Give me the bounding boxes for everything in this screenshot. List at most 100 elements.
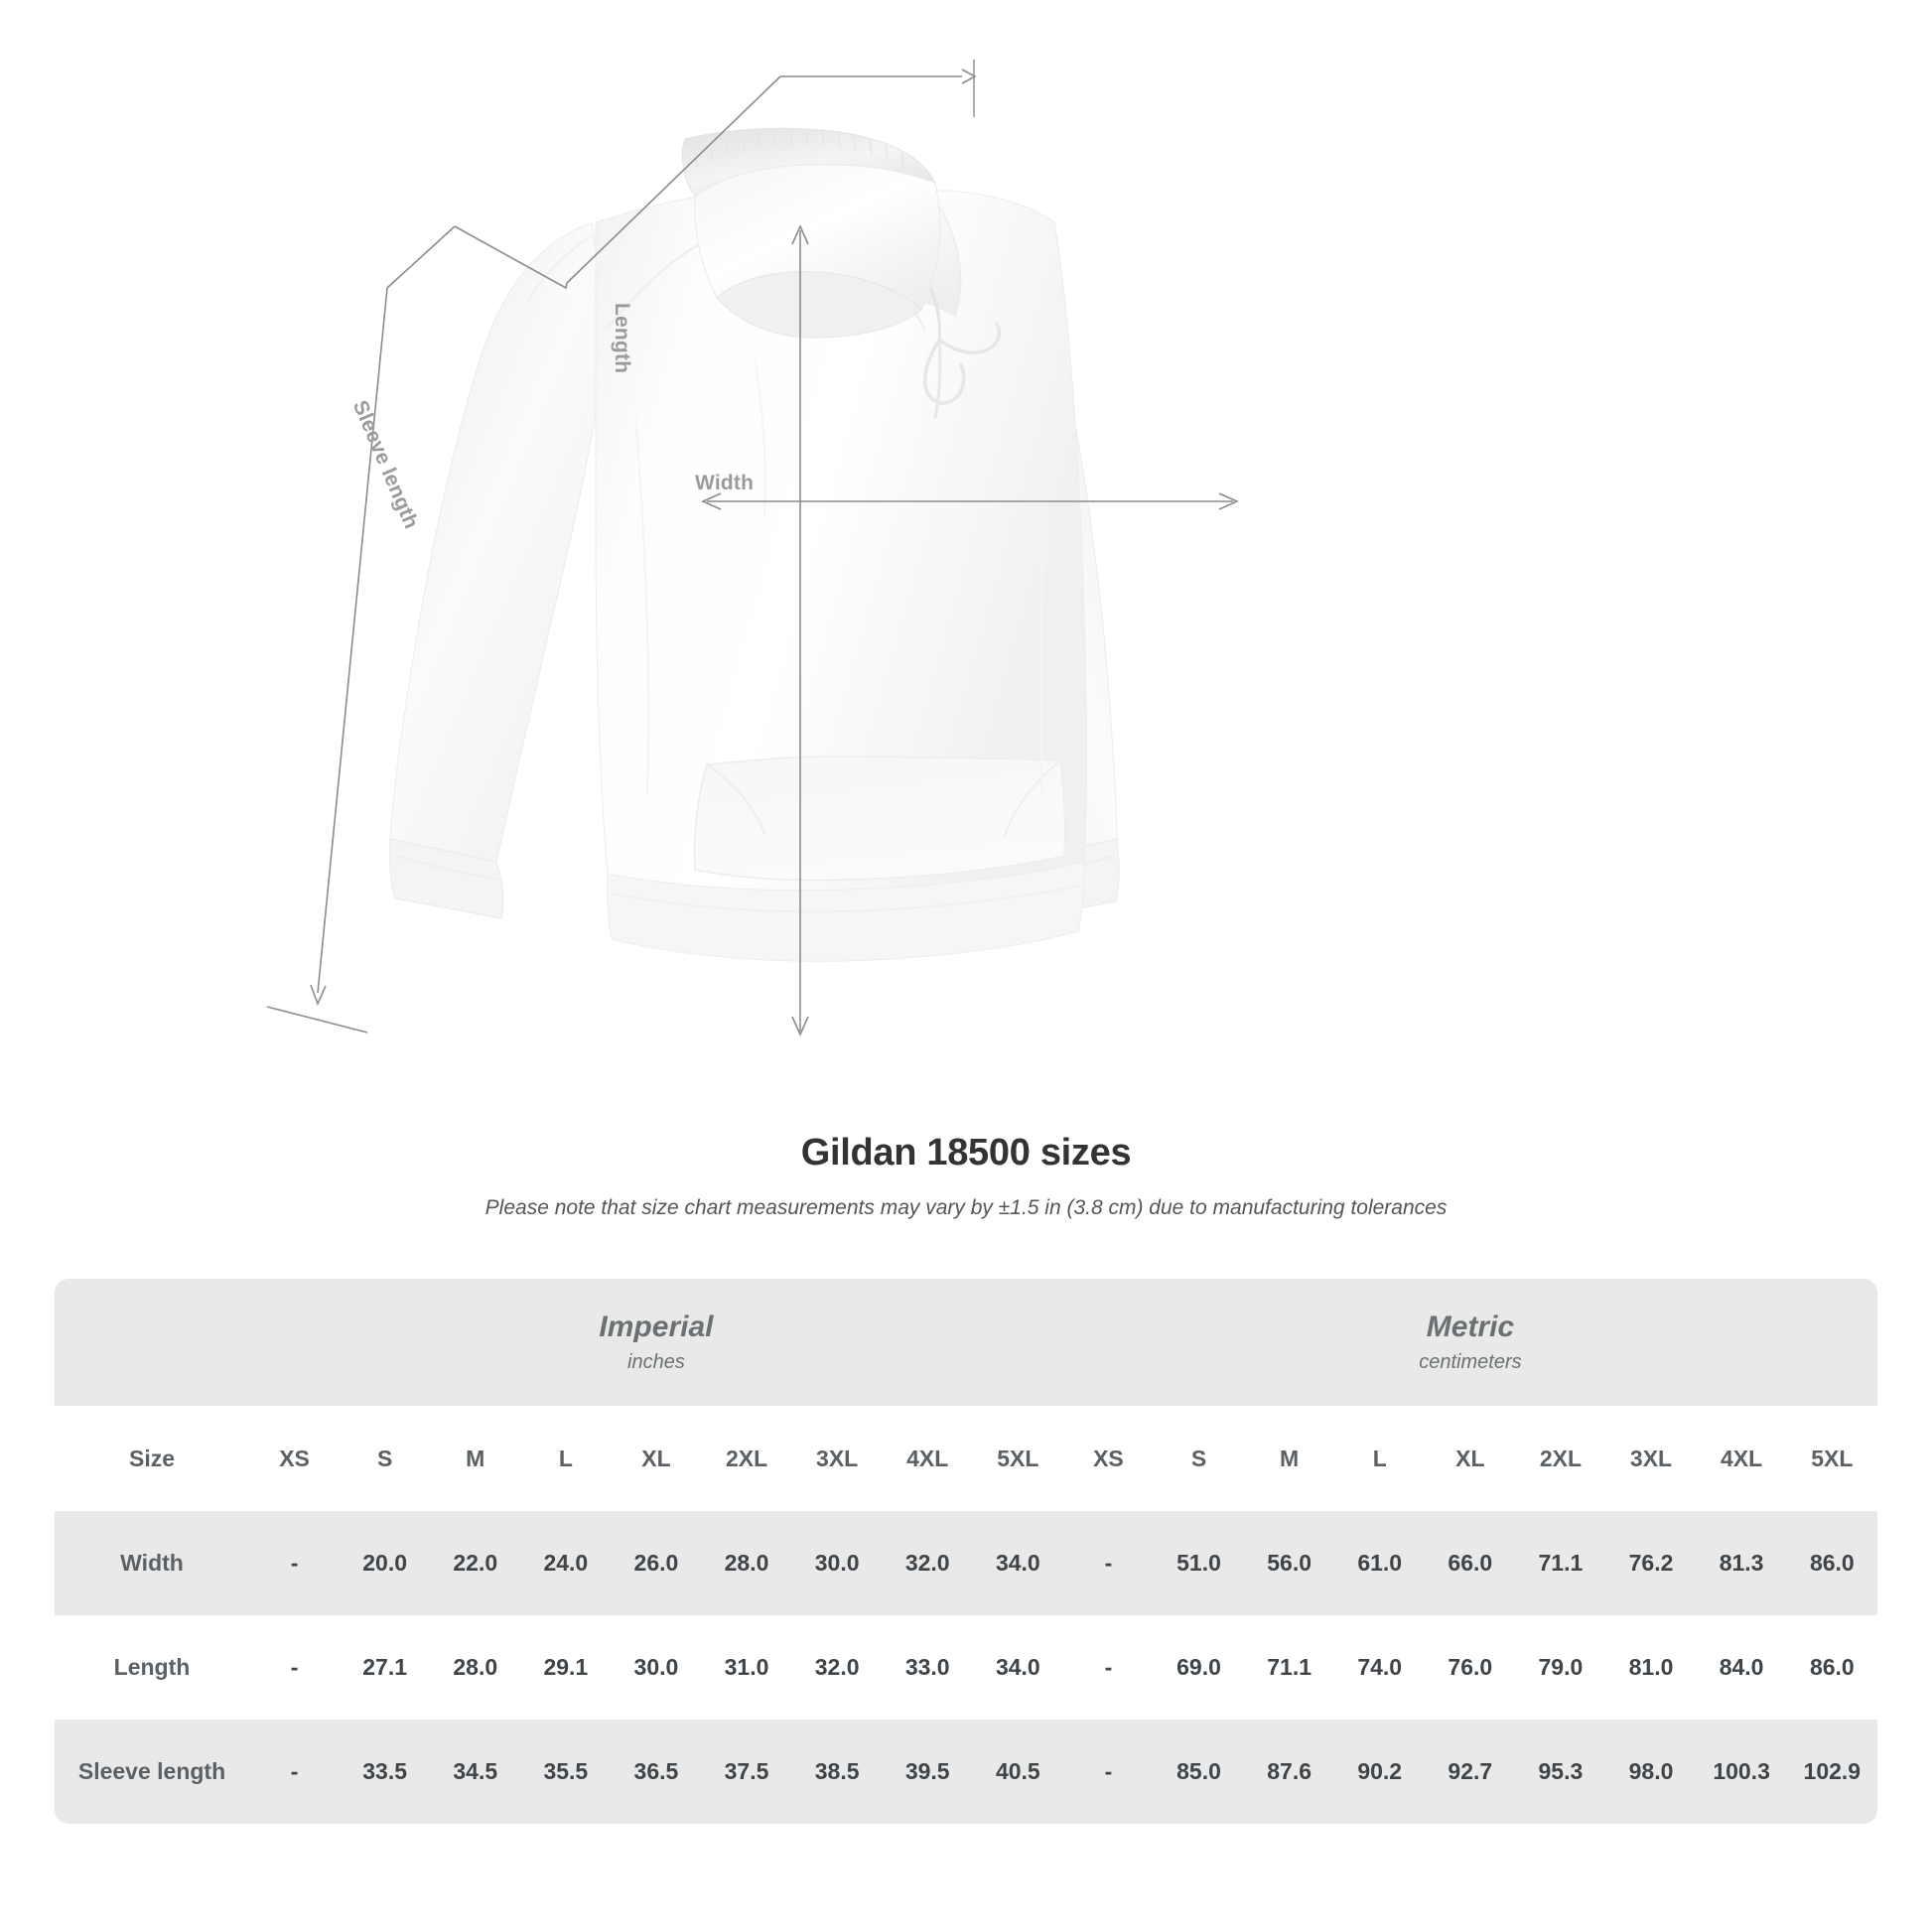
cell-length-imperial-xs: - <box>249 1615 341 1720</box>
cell-length-metric-l: 74.0 <box>1334 1615 1426 1720</box>
cell-width-imperial-5xl: 34.0 <box>972 1511 1063 1615</box>
header-metric-l: L <box>1334 1406 1426 1511</box>
width-label: Width <box>695 472 755 494</box>
header-imperial-m: M <box>430 1406 521 1511</box>
cell-sleeve-metric-3xl: 98.0 <box>1605 1720 1697 1824</box>
cell-width-metric-s: 51.0 <box>1153 1511 1245 1615</box>
cell-sleeve-imperial-m: 34.5 <box>430 1720 521 1824</box>
cell-length-metric-2xl: 79.0 <box>1515 1615 1606 1720</box>
cell-width-metric-xl: 66.0 <box>1425 1511 1516 1615</box>
length-dimension <box>791 224 809 1036</box>
cell-sleeve-imperial-s: 33.5 <box>340 1720 431 1824</box>
header-imperial-3xl: 3XL <box>791 1406 883 1511</box>
measurement-lines <box>266 60 1239 1036</box>
cell-sleeve-imperial-5xl: 40.5 <box>972 1720 1063 1824</box>
cell-sleeve-metric-xl: 92.7 <box>1425 1720 1516 1824</box>
cell-width-imperial-4xl: 32.0 <box>882 1511 973 1615</box>
cell-sleeve-metric-xs: - <box>1062 1720 1154 1824</box>
cell-length-imperial-5xl: 34.0 <box>972 1615 1063 1720</box>
cell-width-metric-3xl: 76.2 <box>1605 1511 1697 1615</box>
cell-width-imperial-m: 22.0 <box>430 1511 521 1615</box>
cell-length-metric-4xl: 84.0 <box>1696 1615 1787 1720</box>
cell-width-imperial-l: 24.0 <box>520 1511 612 1615</box>
cell-length-imperial-l: 29.1 <box>520 1615 612 1720</box>
unit-sub-imperial: inches <box>627 1350 685 1373</box>
width-dimension <box>701 492 1239 510</box>
cell-width-imperial-xl: 26.0 <box>611 1511 702 1615</box>
cell-length-imperial-4xl: 33.0 <box>882 1615 973 1720</box>
cell-sleeve-imperial-4xl: 39.5 <box>882 1720 973 1824</box>
cell-width-metric-m: 56.0 <box>1244 1511 1335 1615</box>
header-imperial-2xl: 2XL <box>701 1406 792 1511</box>
unit-name-imperial: Imperial <box>599 1311 714 1344</box>
cell-width-imperial-s: 20.0 <box>340 1511 431 1615</box>
header-metric-4xl: 4XL <box>1696 1406 1787 1511</box>
cell-length-metric-3xl: 81.0 <box>1605 1615 1697 1720</box>
row-label-sleeve-length: Sleeve length <box>55 1720 250 1824</box>
header-imperial-5xl: 5XL <box>972 1406 1063 1511</box>
cell-length-imperial-2xl: 31.0 <box>701 1615 792 1720</box>
header-imperial-s: S <box>340 1406 431 1511</box>
header-metric-2xl: 2XL <box>1515 1406 1606 1511</box>
header-metric-m: M <box>1244 1406 1335 1511</box>
cell-width-imperial-3xl: 30.0 <box>791 1511 883 1615</box>
cell-sleeve-metric-l: 90.2 <box>1334 1720 1426 1824</box>
header-imperial-4xl: 4XL <box>882 1406 973 1511</box>
title-block: Gildan 18500 sizes Please note that size… <box>0 1132 1932 1220</box>
cell-width-metric-5xl: 86.0 <box>1786 1511 1877 1615</box>
row-label-width: Width <box>55 1511 250 1615</box>
table-row: Length - 27.1 28.0 29.1 30.0 31.0 32.0 3… <box>55 1615 1877 1720</box>
table-row: Width - 20.0 22.0 24.0 26.0 28.0 30.0 32… <box>55 1511 1877 1615</box>
unit-cell-imperial: Imperial inches <box>249 1279 1063 1406</box>
cell-length-imperial-3xl: 32.0 <box>791 1615 883 1720</box>
table-row: Sleeve length - 33.5 34.5 35.5 36.5 37.5… <box>55 1720 1877 1824</box>
header-imperial-l: L <box>520 1406 612 1511</box>
unit-header-row: Imperial inches Metric centimeters <box>55 1279 1877 1406</box>
cell-sleeve-metric-m: 87.6 <box>1244 1720 1335 1824</box>
cell-sleeve-imperial-3xl: 38.5 <box>791 1720 883 1824</box>
unit-cell-metric: Metric centimeters <box>1062 1279 1877 1406</box>
cell-sleeve-metric-s: 85.0 <box>1153 1720 1245 1824</box>
header-metric-s: S <box>1153 1406 1245 1511</box>
cell-width-metric-2xl: 71.1 <box>1515 1511 1606 1615</box>
size-header-row: Size XS S M L XL 2XL 3XL 4XL 5XL XS S M … <box>55 1406 1877 1511</box>
cell-width-imperial-2xl: 28.0 <box>701 1511 792 1615</box>
cell-sleeve-metric-2xl: 95.3 <box>1515 1720 1606 1824</box>
cell-length-metric-m: 71.1 <box>1244 1615 1335 1720</box>
hoodie-garment <box>389 127 1120 962</box>
cell-sleeve-metric-5xl: 102.9 <box>1786 1720 1877 1824</box>
cell-sleeve-imperial-xl: 36.5 <box>611 1720 702 1824</box>
cell-length-metric-s: 69.0 <box>1153 1615 1245 1720</box>
unit-name-metric: Metric <box>1426 1311 1515 1344</box>
header-imperial-xl: XL <box>611 1406 702 1511</box>
unit-sub-metric: centimeters <box>1419 1350 1522 1373</box>
cell-sleeve-imperial-2xl: 37.5 <box>701 1720 792 1824</box>
cell-length-imperial-s: 27.1 <box>340 1615 431 1720</box>
header-metric-5xl: 5XL <box>1786 1406 1877 1511</box>
garment-illustration: Length Width Sleeve length <box>266 60 1239 1036</box>
header-metric-xl: XL <box>1425 1406 1516 1511</box>
cell-width-metric-l: 61.0 <box>1334 1511 1426 1615</box>
cell-width-metric-xs: - <box>1062 1511 1154 1615</box>
cell-sleeve-imperial-xs: - <box>249 1720 341 1824</box>
size-chart-table-wrapper: Imperial inches Metric centimeters Size … <box>55 1279 1877 1824</box>
header-metric-3xl: 3XL <box>1605 1406 1697 1511</box>
cell-length-imperial-m: 28.0 <box>430 1615 521 1720</box>
hoodie-diagram <box>266 60 1239 1036</box>
cell-sleeve-metric-4xl: 100.3 <box>1696 1720 1787 1824</box>
size-chart-table: Imperial inches Metric centimeters Size … <box>55 1279 1877 1824</box>
header-size-label: Size <box>55 1406 250 1511</box>
header-metric-xs: XS <box>1062 1406 1154 1511</box>
header-imperial-xs: XS <box>249 1406 341 1511</box>
row-label-length: Length <box>55 1615 250 1720</box>
length-label: Length <box>611 303 633 374</box>
cell-sleeve-imperial-l: 35.5 <box>520 1720 612 1824</box>
cell-length-metric-xl: 76.0 <box>1425 1615 1516 1720</box>
sleeve-length-dimension <box>266 60 977 1034</box>
tolerance-note: Please note that size chart measurements… <box>484 1196 1448 1219</box>
cell-length-metric-5xl: 86.0 <box>1786 1615 1877 1720</box>
cell-width-metric-4xl: 81.3 <box>1696 1511 1787 1615</box>
cell-length-imperial-xl: 30.0 <box>611 1615 702 1720</box>
unit-spacer-cell <box>55 1279 250 1406</box>
